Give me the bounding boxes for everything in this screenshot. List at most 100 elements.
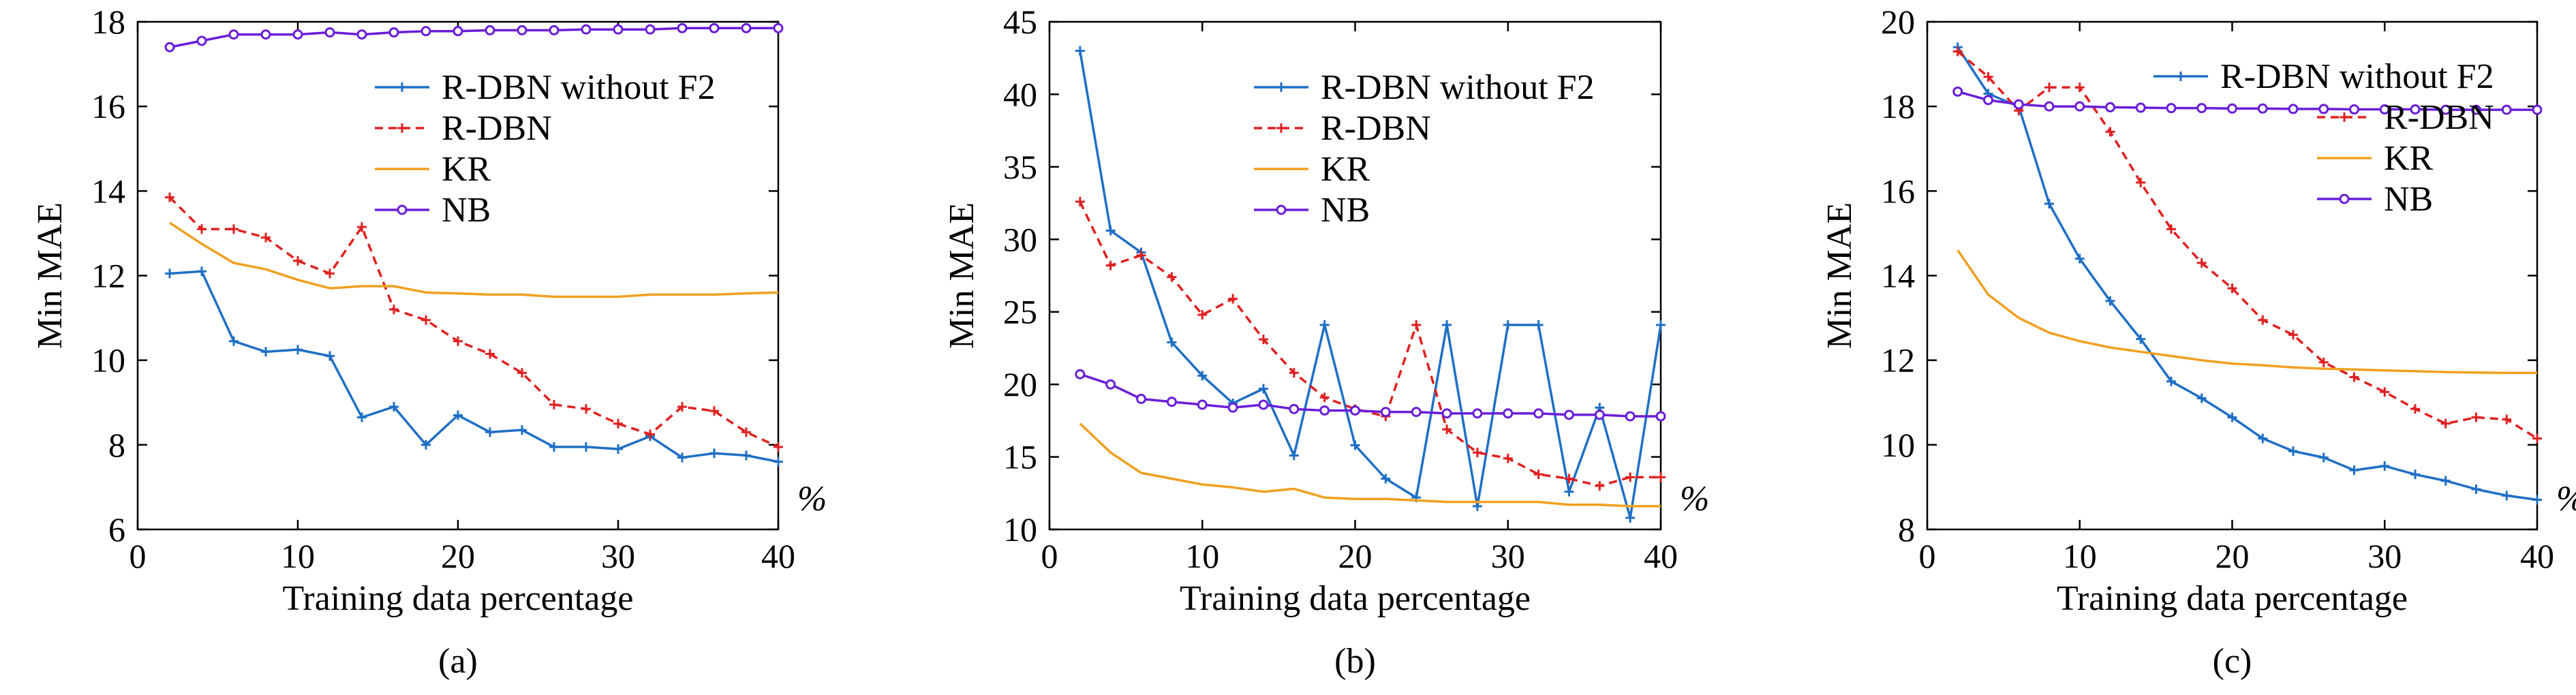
data-point — [1380, 407, 1391, 418]
x-tick-label: 10 — [1185, 537, 1219, 575]
x-tick-label: 20 — [1338, 537, 1373, 575]
data-point — [2257, 103, 2268, 114]
data-point — [2013, 99, 2024, 110]
y-tick-label: 40 — [1003, 75, 1037, 113]
x-tick-label: 40 — [1644, 537, 1678, 575]
data-point — [613, 24, 624, 35]
data-point — [645, 429, 655, 439]
data-point — [2471, 412, 2481, 422]
data-point — [2196, 258, 2207, 268]
data-point — [1105, 379, 1116, 390]
x-tick-label: 30 — [601, 537, 635, 575]
data-point — [389, 401, 399, 412]
data-point — [581, 404, 591, 414]
series-line — [1957, 50, 2538, 439]
y-tick-label: 30 — [1003, 220, 1037, 258]
data-point — [1197, 309, 1208, 320]
data-point — [2227, 103, 2237, 114]
data-point — [1594, 410, 1605, 420]
data-point — [1197, 371, 1208, 381]
chart-panel-c: 0 10 20 30 40 8 10 12 14 16 18 20 Training data perc… — [1820, 3, 2576, 681]
data-point — [1136, 393, 1147, 404]
data-point — [677, 401, 687, 412]
y-tick-label: 10 — [1881, 426, 1915, 464]
data-point — [2135, 102, 2146, 113]
y-tick-label: 20 — [1003, 365, 1037, 403]
y-tick-label: 6 — [108, 510, 125, 549]
y-tick-label: 16 — [1881, 172, 1915, 210]
data-point — [2044, 198, 2054, 208]
data-point — [2166, 103, 2177, 114]
y-tick-label: 16 — [91, 87, 125, 125]
data-point — [709, 448, 719, 459]
data-point — [2105, 296, 2115, 306]
data-point — [1136, 250, 1146, 260]
data-point — [420, 26, 431, 37]
data-point — [1197, 399, 1208, 410]
series-line — [1079, 201, 1661, 487]
data-point — [2410, 104, 2421, 115]
data-point — [1411, 320, 1422, 330]
legend-label: R-DBN without F2 — [442, 68, 716, 107]
data-point — [2501, 104, 2512, 115]
data-point — [1983, 72, 1993, 82]
y-tick-label: 18 — [91, 3, 125, 41]
data-point — [2258, 315, 2268, 325]
data-point — [325, 351, 335, 361]
data-point — [1564, 486, 1574, 497]
series-line — [169, 27, 778, 49]
data-point — [197, 224, 206, 234]
data-point — [1075, 369, 1086, 380]
data-point — [2440, 476, 2451, 486]
x-axis-label: Training data percentage — [2057, 579, 2408, 618]
data-point — [2502, 414, 2512, 424]
series-line — [1079, 373, 1661, 418]
legend-label: NB — [1321, 191, 1370, 230]
data-point — [517, 425, 527, 435]
legend-marker — [1276, 204, 1287, 215]
legend-marker — [397, 204, 408, 215]
y-tick-label: 14 — [91, 172, 125, 210]
x-tick-label: 40 — [2520, 537, 2554, 575]
data-point — [741, 450, 751, 461]
data-point — [2502, 491, 2512, 501]
data-point — [1533, 320, 1544, 330]
data-point — [197, 266, 206, 277]
data-point — [549, 25, 559, 35]
data-point — [709, 22, 720, 33]
y-axis-label: Min MAE — [942, 202, 981, 349]
data-point — [2044, 82, 2054, 93]
data-point — [261, 232, 271, 243]
series-line — [1079, 50, 1662, 519]
legend-marker — [397, 82, 407, 92]
data-point — [2196, 393, 2207, 403]
y-axis-label: Min MAE — [1820, 202, 1859, 349]
y-tick-label: 8 — [1898, 510, 1915, 549]
data-point — [2349, 372, 2359, 382]
data-point — [196, 35, 207, 46]
data-point — [1952, 86, 1963, 97]
panel-caption: (a) — [438, 642, 478, 681]
data-point — [1075, 196, 1085, 206]
y-tick-label: 10 — [91, 341, 125, 380]
x-tick-label: 10 — [2063, 537, 2097, 575]
data-point — [517, 25, 527, 35]
series-line — [1957, 249, 2537, 375]
data-point — [324, 27, 335, 38]
legend-label: KR — [442, 150, 491, 189]
data-point — [1983, 95, 1993, 106]
data-point — [2471, 104, 2481, 115]
legend-marker — [1276, 123, 1286, 133]
series-line — [1957, 46, 2538, 501]
data-point — [2380, 387, 2390, 397]
data-point — [773, 457, 783, 467]
data-point — [1319, 392, 1330, 403]
data-point — [1411, 407, 1422, 418]
data-point — [773, 22, 784, 33]
data-point — [2074, 253, 2085, 264]
data-point — [485, 427, 495, 437]
legend-label: NB — [442, 191, 491, 230]
data-point — [581, 24, 592, 35]
data-point — [1167, 272, 1177, 282]
